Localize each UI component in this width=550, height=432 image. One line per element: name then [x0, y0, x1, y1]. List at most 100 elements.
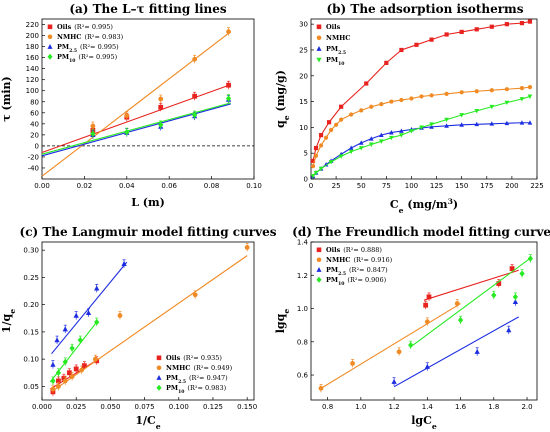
data-point — [364, 81, 369, 86]
x-tick-label: 0.075 — [135, 403, 155, 411]
y-axis-label: qe (mg/g) — [274, 70, 291, 128]
legend-marker — [156, 365, 162, 371]
chart-title: (b) The adsorption isotherms — [326, 2, 523, 16]
data-point — [92, 356, 98, 362]
data-point — [459, 113, 464, 118]
series-line — [312, 21, 531, 162]
x-tick-label: 1.8 — [488, 403, 499, 411]
y-tick-label: 100 — [26, 87, 39, 95]
data-point — [444, 32, 449, 37]
data-point — [389, 135, 394, 141]
x-tick-label: 2.0 — [521, 403, 532, 411]
data-point — [399, 133, 404, 138]
fit-line — [423, 269, 519, 301]
data-point — [61, 375, 67, 381]
data-point — [512, 298, 519, 305]
data-point — [225, 95, 232, 102]
data-point — [328, 160, 334, 165]
legend-marker — [316, 46, 322, 51]
plot-frame — [41, 18, 255, 180]
data-point — [318, 166, 324, 172]
fit-line — [410, 256, 533, 348]
series-nmhc — [310, 85, 533, 169]
data-point — [77, 336, 83, 344]
y-tick-label: 1.0 — [297, 305, 308, 313]
data-point — [504, 100, 510, 106]
data-point — [429, 37, 434, 42]
legend-marker — [47, 44, 53, 49]
data-point — [348, 145, 354, 150]
y-tick-label: 0 — [35, 142, 39, 150]
x-tick-label: 0.100 — [169, 403, 189, 411]
data-point — [519, 97, 525, 102]
chart-panel-c: (c) The Langmuir model fitting curves 0.0… — [0, 225, 277, 431]
x-tick-label: 225 — [530, 182, 543, 190]
data-point — [121, 260, 127, 266]
series-pm10 — [41, 94, 232, 155]
data-point — [519, 120, 525, 125]
data-point — [192, 93, 198, 99]
y-tick-label: 0 — [304, 176, 308, 184]
legend-label: Oils (R²= 0.995) — [57, 23, 113, 31]
data-point — [326, 120, 332, 125]
data-point — [389, 130, 394, 135]
data-point — [50, 377, 56, 385]
legend-label: PM10 (R²= 0.906) — [326, 276, 387, 287]
y-tick-label: 1.2 — [297, 272, 308, 280]
data-point — [424, 363, 430, 369]
y-tick-label: 15 — [299, 98, 308, 106]
data-point — [338, 154, 344, 159]
legend-label: PM2.5 — [326, 45, 346, 56]
y-tick-label: 160 — [26, 54, 39, 62]
plot-frame — [310, 18, 538, 180]
y-tick-label: -20 — [28, 153, 39, 161]
data-point — [426, 294, 432, 300]
data-point — [334, 122, 339, 127]
data-point — [73, 366, 79, 372]
legend-marker — [316, 247, 322, 253]
y-tick-label: 10 — [299, 124, 308, 132]
legend-marker — [316, 257, 322, 263]
legend-marker — [47, 24, 53, 30]
legend: Oils (R²= 0.995) NMHC (R²= 0.983) PM2.5 (R²= … — [47, 23, 124, 64]
data-point — [69, 374, 75, 379]
data-point — [56, 378, 61, 384]
y-tick-label: 200 — [26, 32, 39, 40]
data-point — [504, 22, 509, 27]
legend-marker — [156, 375, 162, 380]
x-tick-label: 175 — [480, 182, 493, 190]
x-axis-label: Ce (mg/m3) — [390, 197, 458, 215]
data-point — [489, 24, 494, 29]
x-axis-label: L (m) — [131, 196, 165, 209]
legend-label: PM10 (R²= 0.995) — [57, 53, 118, 64]
data-point — [50, 361, 56, 367]
legend-label: NMHC (R²= 0.983) — [57, 33, 124, 41]
data-point — [358, 140, 364, 145]
fit-line — [393, 316, 519, 388]
data-point — [55, 369, 62, 376]
data-point — [62, 358, 68, 365]
data-point — [506, 327, 512, 333]
y-tick-label: 30 — [299, 21, 308, 29]
series-nmhc — [41, 27, 232, 177]
data-point — [90, 123, 96, 129]
x-tick-label: 1.0 — [355, 403, 366, 411]
data-point — [339, 104, 344, 109]
legend-label: PM10 — [326, 56, 344, 67]
data-point — [399, 47, 404, 53]
legend-label: Oils (R²= 0.935) — [166, 354, 222, 362]
data-point — [512, 293, 519, 301]
y-axis-label: 1/qe — [0, 309, 17, 333]
plot-frame — [41, 241, 255, 401]
data-point — [424, 319, 430, 325]
data-point — [323, 135, 329, 140]
data-point — [489, 88, 494, 93]
series-pm25 — [391, 297, 519, 388]
data-point — [94, 318, 100, 326]
y-tick-label: 0.05 — [23, 383, 39, 391]
x-tick-label: 50 — [357, 182, 366, 190]
x-tick-label: 1.6 — [455, 403, 467, 411]
y-tick-label: 5 — [304, 150, 308, 158]
data-point — [519, 21, 525, 26]
